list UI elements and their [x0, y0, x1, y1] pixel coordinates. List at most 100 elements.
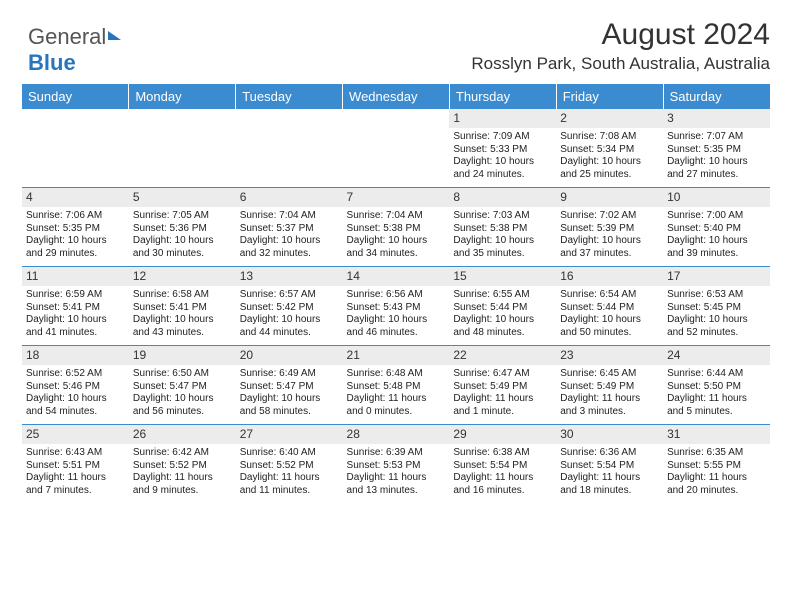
- sunrise-text: Sunrise: 6:49 AM: [240, 368, 339, 381]
- daylight-text: Daylight: 11 hours and 13 minutes.: [347, 472, 446, 497]
- day-number: 29: [449, 425, 556, 444]
- day-number: 19: [129, 346, 236, 365]
- day-number: 21: [343, 346, 450, 365]
- sunrise-text: Sunrise: 7:00 AM: [667, 210, 766, 223]
- day-number: 28: [343, 425, 450, 444]
- calendar-cell: 8Sunrise: 7:03 AMSunset: 5:38 PMDaylight…: [449, 188, 556, 267]
- day-number: 18: [22, 346, 129, 365]
- calendar-cell: 2Sunrise: 7:08 AMSunset: 5:34 PMDaylight…: [556, 109, 663, 188]
- calendar-cell: 20Sunrise: 6:49 AMSunset: 5:47 PMDayligh…: [236, 346, 343, 425]
- calendar-cell: 4Sunrise: 7:06 AMSunset: 5:35 PMDaylight…: [22, 188, 129, 267]
- sunset-text: Sunset: 5:37 PM: [240, 223, 339, 236]
- daylight-text: Daylight: 11 hours and 5 minutes.: [667, 393, 766, 418]
- sunset-text: Sunset: 5:41 PM: [133, 302, 232, 315]
- sunset-text: Sunset: 5:55 PM: [667, 460, 766, 473]
- sunrise-text: Sunrise: 6:58 AM: [133, 289, 232, 302]
- day-number: 8: [449, 188, 556, 207]
- brand-part2: Blue: [28, 50, 76, 75]
- sunset-text: Sunset: 5:38 PM: [347, 223, 446, 236]
- calendar-cell: 30Sunrise: 6:36 AMSunset: 5:54 PMDayligh…: [556, 425, 663, 504]
- daylight-text: Daylight: 10 hours and 24 minutes.: [453, 156, 552, 181]
- calendar-row: 11Sunrise: 6:59 AMSunset: 5:41 PMDayligh…: [22, 267, 770, 346]
- daylight-text: Daylight: 10 hours and 46 minutes.: [347, 314, 446, 339]
- calendar-row: 25Sunrise: 6:43 AMSunset: 5:51 PMDayligh…: [22, 425, 770, 504]
- daylight-text: Daylight: 10 hours and 30 minutes.: [133, 235, 232, 260]
- sunrise-text: Sunrise: 6:53 AM: [667, 289, 766, 302]
- calendar-cell: [129, 109, 236, 188]
- day-header: Tuesday: [236, 84, 343, 109]
- sunset-text: Sunset: 5:42 PM: [240, 302, 339, 315]
- day-header: Sunday: [22, 84, 129, 109]
- calendar-cell: 11Sunrise: 6:59 AMSunset: 5:41 PMDayligh…: [22, 267, 129, 346]
- daylight-text: Daylight: 11 hours and 3 minutes.: [560, 393, 659, 418]
- sunrise-text: Sunrise: 7:02 AM: [560, 210, 659, 223]
- calendar-cell: 23Sunrise: 6:45 AMSunset: 5:49 PMDayligh…: [556, 346, 663, 425]
- sunrise-text: Sunrise: 7:07 AM: [667, 131, 766, 144]
- sunrise-text: Sunrise: 7:04 AM: [347, 210, 446, 223]
- daylight-text: Daylight: 10 hours and 35 minutes.: [453, 235, 552, 260]
- sunrise-text: Sunrise: 6:55 AM: [453, 289, 552, 302]
- daylight-text: Daylight: 10 hours and 58 minutes.: [240, 393, 339, 418]
- sunset-text: Sunset: 5:52 PM: [133, 460, 232, 473]
- day-header: Friday: [556, 84, 663, 109]
- daylight-text: Daylight: 11 hours and 16 minutes.: [453, 472, 552, 497]
- calendar-cell: 15Sunrise: 6:55 AMSunset: 5:44 PMDayligh…: [449, 267, 556, 346]
- calendar-row: 4Sunrise: 7:06 AMSunset: 5:35 PMDaylight…: [22, 188, 770, 267]
- day-number: 7: [343, 188, 450, 207]
- calendar-cell: 3Sunrise: 7:07 AMSunset: 5:35 PMDaylight…: [663, 109, 770, 188]
- sunrise-text: Sunrise: 7:08 AM: [560, 131, 659, 144]
- day-number: 10: [663, 188, 770, 207]
- sunrise-text: Sunrise: 6:35 AM: [667, 447, 766, 460]
- daylight-text: Daylight: 11 hours and 7 minutes.: [26, 472, 125, 497]
- sunset-text: Sunset: 5:49 PM: [560, 381, 659, 394]
- calendar-cell: 13Sunrise: 6:57 AMSunset: 5:42 PMDayligh…: [236, 267, 343, 346]
- day-number: 30: [556, 425, 663, 444]
- sunset-text: Sunset: 5:34 PM: [560, 144, 659, 157]
- sunrise-text: Sunrise: 6:56 AM: [347, 289, 446, 302]
- day-number: 13: [236, 267, 343, 286]
- calendar-cell: [236, 109, 343, 188]
- sunset-text: Sunset: 5:36 PM: [133, 223, 232, 236]
- daylight-text: Daylight: 10 hours and 52 minutes.: [667, 314, 766, 339]
- day-number: 16: [556, 267, 663, 286]
- calendar-cell: 17Sunrise: 6:53 AMSunset: 5:45 PMDayligh…: [663, 267, 770, 346]
- sunset-text: Sunset: 5:35 PM: [667, 144, 766, 157]
- sunset-text: Sunset: 5:49 PM: [453, 381, 552, 394]
- daylight-text: Daylight: 11 hours and 18 minutes.: [560, 472, 659, 497]
- calendar-cell: [343, 109, 450, 188]
- daylight-text: Daylight: 11 hours and 20 minutes.: [667, 472, 766, 497]
- day-number: 23: [556, 346, 663, 365]
- daylight-text: Daylight: 10 hours and 25 minutes.: [560, 156, 659, 181]
- calendar-cell: 1Sunrise: 7:09 AMSunset: 5:33 PMDaylight…: [449, 109, 556, 188]
- sunrise-text: Sunrise: 6:52 AM: [26, 368, 125, 381]
- calendar-cell: 24Sunrise: 6:44 AMSunset: 5:50 PMDayligh…: [663, 346, 770, 425]
- day-number: 12: [129, 267, 236, 286]
- day-number: 24: [663, 346, 770, 365]
- sunrise-text: Sunrise: 6:40 AM: [240, 447, 339, 460]
- calendar-cell: 27Sunrise: 6:40 AMSunset: 5:52 PMDayligh…: [236, 425, 343, 504]
- calendar-cell: 19Sunrise: 6:50 AMSunset: 5:47 PMDayligh…: [129, 346, 236, 425]
- sunset-text: Sunset: 5:47 PM: [240, 381, 339, 394]
- sunrise-text: Sunrise: 6:54 AM: [560, 289, 659, 302]
- sunset-text: Sunset: 5:50 PM: [667, 381, 766, 394]
- day-number: 6: [236, 188, 343, 207]
- calendar-cell: 14Sunrise: 6:56 AMSunset: 5:43 PMDayligh…: [343, 267, 450, 346]
- calendar-cell: 18Sunrise: 6:52 AMSunset: 5:46 PMDayligh…: [22, 346, 129, 425]
- day-number: 11: [22, 267, 129, 286]
- daylight-text: Daylight: 11 hours and 9 minutes.: [133, 472, 232, 497]
- calendar-cell: 16Sunrise: 6:54 AMSunset: 5:44 PMDayligh…: [556, 267, 663, 346]
- daylight-text: Daylight: 11 hours and 1 minute.: [453, 393, 552, 418]
- triangle-icon: [108, 31, 121, 40]
- brand-part1: General: [28, 24, 106, 49]
- day-number: 4: [22, 188, 129, 207]
- sunrise-text: Sunrise: 7:04 AM: [240, 210, 339, 223]
- sunrise-text: Sunrise: 6:38 AM: [453, 447, 552, 460]
- calendar-table: SundayMondayTuesdayWednesdayThursdayFrid…: [22, 84, 770, 503]
- day-number: 5: [129, 188, 236, 207]
- sunset-text: Sunset: 5:52 PM: [240, 460, 339, 473]
- sunset-text: Sunset: 5:35 PM: [26, 223, 125, 236]
- day-number: 1: [449, 109, 556, 128]
- daylight-text: Daylight: 10 hours and 39 minutes.: [667, 235, 766, 260]
- day-number: 31: [663, 425, 770, 444]
- day-number: 3: [663, 109, 770, 128]
